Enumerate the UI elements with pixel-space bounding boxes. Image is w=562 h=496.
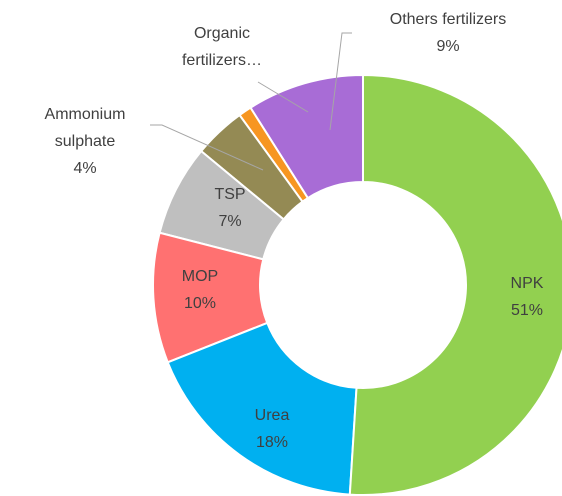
category-label: Organic fertilizers… [181, 25, 262, 69]
category-label: Urea [254, 407, 290, 424]
category-label: MOP [181, 268, 219, 285]
category-label: Others fertilizers [389, 11, 507, 28]
donut-slice [348, 73, 562, 496]
leader-line [150, 124, 264, 171]
donut-slice [199, 113, 304, 221]
donut-slice [152, 231, 269, 364]
slice-label: Ammonium sulphate 4% [30, 101, 140, 182]
slice-label: Organic fertilizers… [167, 20, 277, 74]
slice-label: MOP 10% [160, 263, 240, 317]
leader-line [329, 32, 352, 131]
value-label: 51% [510, 302, 544, 319]
category-label: NPK [510, 275, 544, 292]
donut-slice [166, 321, 358, 496]
value-label: 9% [436, 38, 460, 55]
slice-label: TSP 7% [190, 181, 270, 235]
slice-label: Urea 18% [232, 402, 312, 456]
value-label: 10% [183, 295, 217, 312]
slice-label: NPK 51% [487, 270, 562, 324]
value-label: 18% [255, 434, 289, 451]
value-label: 4% [73, 160, 97, 177]
category-label: TSP [214, 186, 246, 203]
value-label: 7% [218, 213, 242, 230]
slice-label: Others fertilizers 9% [348, 6, 548, 60]
leader-line [257, 81, 309, 113]
donut-slice [158, 149, 286, 261]
category-label: Ammonium sulphate [44, 106, 126, 150]
